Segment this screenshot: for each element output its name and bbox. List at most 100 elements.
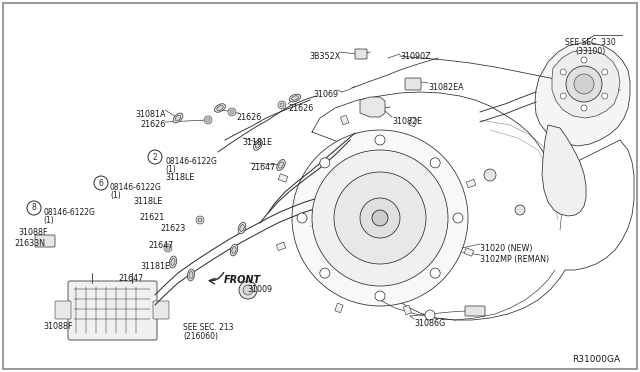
Circle shape: [484, 169, 496, 181]
Circle shape: [372, 210, 388, 226]
Text: 31088F: 31088F: [18, 228, 47, 237]
Text: 31020 (NEW): 31020 (NEW): [480, 244, 532, 253]
Circle shape: [574, 74, 594, 94]
Text: SEE SEC. 213: SEE SEC. 213: [183, 323, 234, 332]
Text: 31081A: 31081A: [136, 110, 166, 119]
Polygon shape: [552, 50, 620, 118]
Circle shape: [320, 268, 330, 278]
Circle shape: [27, 201, 41, 215]
Text: 08146-6122G: 08146-6122G: [110, 183, 162, 192]
Ellipse shape: [292, 96, 298, 100]
Circle shape: [320, 158, 330, 168]
Text: 31082EA: 31082EA: [428, 83, 463, 92]
Text: (1): (1): [110, 191, 121, 200]
Text: 21647: 21647: [250, 163, 275, 172]
Circle shape: [198, 218, 202, 222]
Bar: [278, 174, 288, 182]
Text: 21621: 21621: [139, 213, 164, 222]
Text: 21626: 21626: [141, 120, 166, 129]
Text: 31090Z: 31090Z: [400, 52, 431, 61]
FancyBboxPatch shape: [35, 235, 55, 247]
Circle shape: [375, 291, 385, 301]
FancyBboxPatch shape: [355, 49, 367, 59]
Circle shape: [602, 93, 608, 99]
Text: SEE SEC. 330: SEE SEC. 330: [564, 38, 616, 47]
Circle shape: [278, 101, 286, 109]
Text: 3118LE: 3118LE: [133, 197, 163, 206]
Text: 8: 8: [31, 203, 36, 212]
Circle shape: [581, 57, 587, 63]
Bar: [466, 179, 476, 188]
Circle shape: [280, 103, 284, 107]
Ellipse shape: [175, 115, 181, 121]
Text: 6: 6: [99, 179, 104, 187]
Text: 08146-6122G: 08146-6122G: [43, 208, 95, 217]
Text: 21647: 21647: [118, 274, 143, 283]
Circle shape: [560, 69, 566, 75]
Circle shape: [375, 135, 385, 145]
Circle shape: [312, 150, 448, 286]
Bar: [409, 117, 417, 127]
Circle shape: [206, 118, 210, 122]
Circle shape: [602, 69, 608, 75]
FancyBboxPatch shape: [465, 306, 485, 316]
Ellipse shape: [188, 269, 195, 281]
Text: 31088F: 31088F: [43, 322, 72, 331]
Circle shape: [566, 66, 602, 102]
Text: 31086G: 31086G: [414, 319, 445, 328]
Circle shape: [230, 110, 234, 114]
Ellipse shape: [240, 225, 244, 231]
Text: 31082E: 31082E: [392, 117, 422, 126]
Circle shape: [243, 285, 253, 295]
Circle shape: [453, 213, 463, 223]
Circle shape: [430, 268, 440, 278]
Circle shape: [204, 116, 212, 124]
Text: 21633N: 21633N: [14, 239, 45, 248]
Bar: [276, 242, 286, 251]
FancyBboxPatch shape: [405, 78, 421, 90]
Text: (33100): (33100): [575, 47, 605, 56]
Bar: [403, 305, 412, 315]
Ellipse shape: [238, 222, 246, 234]
Ellipse shape: [276, 160, 285, 170]
FancyBboxPatch shape: [153, 301, 169, 319]
Text: 2: 2: [152, 153, 157, 161]
Text: 31069: 31069: [314, 90, 339, 99]
Polygon shape: [535, 43, 630, 146]
Text: 21647: 21647: [148, 241, 173, 250]
Text: (216060): (216060): [183, 332, 218, 341]
Circle shape: [94, 176, 108, 190]
Circle shape: [239, 281, 257, 299]
Circle shape: [334, 172, 426, 264]
Text: (1): (1): [43, 216, 54, 225]
Ellipse shape: [214, 104, 225, 112]
Ellipse shape: [173, 113, 183, 123]
Text: 21626: 21626: [236, 113, 261, 122]
FancyBboxPatch shape: [68, 281, 157, 340]
Ellipse shape: [217, 106, 223, 110]
FancyBboxPatch shape: [55, 301, 71, 319]
Ellipse shape: [232, 247, 236, 253]
Circle shape: [166, 246, 170, 250]
Circle shape: [560, 93, 566, 99]
Circle shape: [297, 213, 307, 223]
Ellipse shape: [289, 94, 301, 102]
Ellipse shape: [278, 162, 284, 168]
Text: FRONT: FRONT: [224, 275, 261, 285]
Circle shape: [148, 150, 162, 164]
Text: 31181E: 31181E: [242, 138, 272, 147]
Circle shape: [228, 108, 236, 116]
Circle shape: [430, 158, 440, 168]
Bar: [464, 248, 474, 256]
Text: 21626: 21626: [288, 104, 313, 113]
Circle shape: [515, 205, 525, 215]
Text: 3118LE: 3118LE: [165, 173, 195, 182]
Circle shape: [292, 130, 468, 306]
Bar: [340, 115, 349, 125]
Circle shape: [425, 310, 435, 320]
Text: 08146-6122G: 08146-6122G: [165, 157, 217, 166]
Ellipse shape: [170, 256, 177, 268]
Circle shape: [164, 244, 172, 252]
Bar: [335, 303, 343, 313]
Text: 31181E: 31181E: [140, 262, 170, 271]
